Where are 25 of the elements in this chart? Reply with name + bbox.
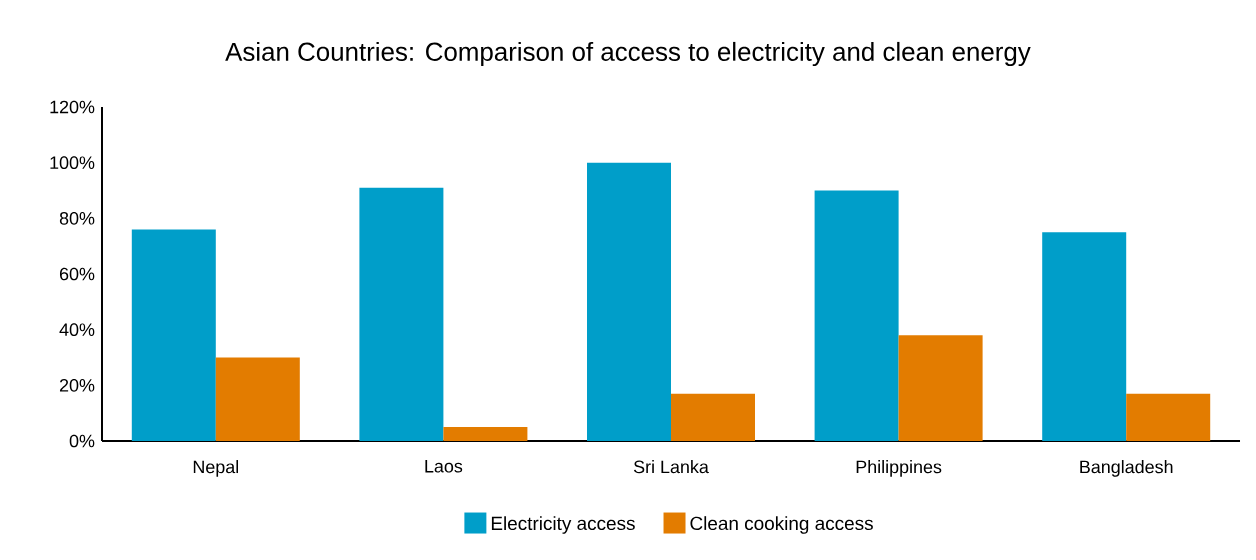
y-tick-label: 120% — [50, 100, 95, 114]
chart-title: Asian Countries: Comparison of access to electricity and clean energy — [225, 41, 1031, 67]
legend-label: Electricity access — [491, 516, 635, 534]
y-tick-label: 20% — [59, 378, 95, 392]
bar — [671, 393, 755, 441]
y-tick-label: 80% — [59, 211, 95, 225]
bar — [1042, 232, 1127, 441]
bar — [1126, 393, 1211, 441]
y-tick-label: 100% — [50, 156, 95, 170]
legend-label: Clean cooking access — [690, 516, 873, 534]
x-tick-label: Sri Lanka — [633, 460, 709, 474]
bar — [587, 162, 671, 441]
y-tick-label: 40% — [59, 323, 95, 337]
x-tick-label: Bangladesh — [1080, 460, 1173, 477]
y-tick-label: 0% — [69, 434, 95, 448]
x-tick-label: Philippines — [856, 460, 942, 477]
bar — [443, 427, 528, 441]
bar — [814, 190, 899, 441]
y-tick-label: 60% — [59, 267, 95, 281]
bar — [131, 229, 216, 441]
x-tick-label: Nepal — [193, 460, 239, 477]
bar — [898, 335, 983, 441]
bar — [215, 357, 300, 441]
x-tick-label: Laos — [425, 460, 463, 473]
bar — [359, 187, 444, 441]
